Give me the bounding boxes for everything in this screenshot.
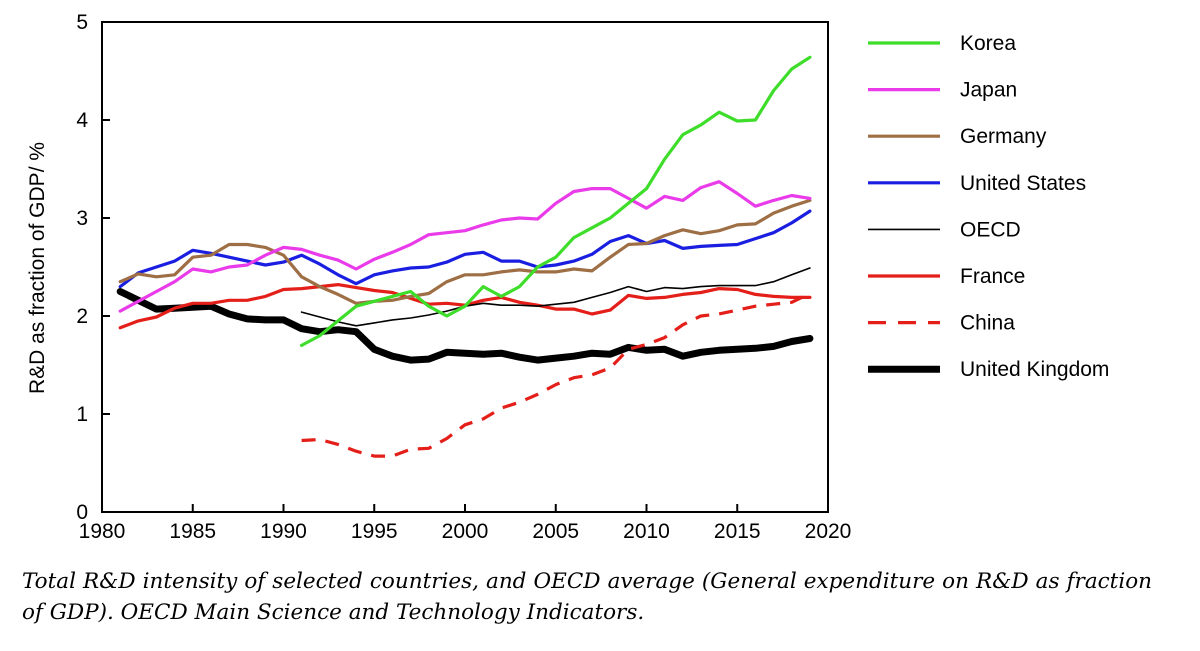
x-tick-label: 1985 [169, 520, 216, 543]
legend-item-japan: Japan [868, 79, 1017, 102]
legend-label: France [960, 265, 1025, 288]
legend-label: United Kingdom [960, 358, 1109, 381]
x-tick-label: 2020 [805, 520, 852, 543]
y-tick-label: 5 [76, 11, 88, 34]
y-tick-label: 3 [76, 207, 88, 230]
x-tick-label: 1980 [79, 520, 126, 543]
y-axis-title: R&D as fraction of GDP/ % [26, 142, 49, 394]
legend: Korea Japan Germany United States OECD France… [868, 32, 1109, 381]
legend-label: OECD [960, 218, 1021, 241]
legend-label: Germany [960, 125, 1047, 148]
y-tick-label: 4 [76, 109, 88, 132]
series-layer [116, 55, 814, 458]
series-line-oecd [300, 267, 811, 327]
x-tick-label: 2005 [532, 520, 579, 543]
x-tick-label: 2015 [714, 520, 761, 543]
legend-label: Korea [960, 32, 1016, 55]
series-line-china [301, 292, 811, 458]
legend-label: China [960, 312, 1015, 335]
x-tick-label: 2010 [623, 520, 670, 543]
legend-label: Japan [960, 79, 1017, 102]
y-tick-label: 1 [76, 403, 88, 426]
series-line-united-states [118, 209, 812, 289]
legend-item-germany: Germany [868, 125, 1047, 148]
legend-item-france: France [868, 265, 1025, 288]
y-tick-label: 2 [76, 305, 88, 328]
legend-item-united-states: United States [868, 172, 1086, 195]
series-line-united-kingdom [116, 288, 814, 364]
legend-item-china: China [868, 312, 1015, 335]
y-tick-label: 0 [76, 501, 88, 524]
legend-item-united-kingdom: United Kingdom [868, 358, 1109, 381]
x-tick-label: 1990 [260, 520, 307, 543]
axis-ticks: 1980 1985 1990 1995 2000 2005 2010 2015 2020 0 1 2 3… [76, 11, 851, 543]
legend-item-oecd: OECD [868, 218, 1021, 241]
series-line-korea [300, 55, 812, 347]
series-line-japan [118, 180, 812, 313]
legend-item-korea: Korea [868, 32, 1016, 55]
chart-background [0, 0, 1200, 560]
legend-label: United States [960, 172, 1086, 195]
x-tick-label: 2000 [442, 520, 489, 543]
x-tick-label: 1995 [351, 520, 398, 543]
chart: R&D as fraction of GDP/ % 1980 1985 1990 19… [0, 0, 1200, 560]
figure-caption: Total R&D intensity of selected countrie… [22, 569, 1152, 625]
series-line-germany [118, 198, 812, 305]
